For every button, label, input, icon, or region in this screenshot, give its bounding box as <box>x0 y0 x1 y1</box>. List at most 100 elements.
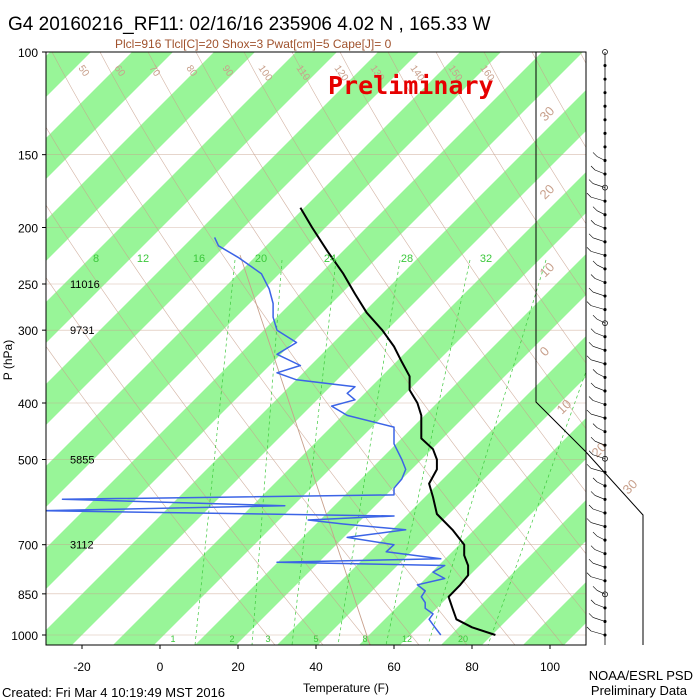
dry-adiabat-line <box>579 52 586 64</box>
wind-barb-flag <box>592 586 598 591</box>
wind-barb <box>594 386 606 392</box>
dry-adiabat-line <box>46 126 420 645</box>
mixing-ratio-line <box>251 259 283 645</box>
x-tick-label: 80 <box>465 660 479 674</box>
wind-barb-point <box>603 64 607 68</box>
wind-barb-point <box>602 184 608 191</box>
dry-adiabat-line <box>46 204 372 645</box>
mixing-ratio-line <box>291 259 337 645</box>
wind-barb-flag <box>592 423 598 428</box>
isotherm-stripe <box>523 582 586 645</box>
wind-barb <box>596 535 606 541</box>
isotherm-stripe <box>46 52 255 261</box>
y-tick-label: 500 <box>18 453 38 467</box>
mixing-ratio-label: 5 <box>313 634 318 644</box>
wind-barb <box>592 183 606 188</box>
y-tick-label: 700 <box>18 539 38 553</box>
height-label: 5855 <box>70 454 94 466</box>
wind-barb-flag <box>590 220 596 225</box>
wind-barb-flag <box>586 464 592 469</box>
wind-barb-flag <box>590 382 596 388</box>
wind-barb-flag <box>592 206 598 211</box>
wind-barb <box>592 345 606 351</box>
isotherm-stripe <box>46 52 583 589</box>
dry-adiabat-line <box>99 52 516 645</box>
isotherm-stripe <box>46 52 173 179</box>
wind-barb <box>592 400 606 405</box>
wind-barb-flag <box>586 247 592 252</box>
dry-adiabat-line <box>531 52 586 148</box>
wind-barb-flag <box>590 328 596 333</box>
mixing-ratio-label: 3 <box>265 634 270 644</box>
y-tick-label: 300 <box>18 324 38 338</box>
wind-barb-flag <box>586 626 592 632</box>
wind-barb <box>590 413 606 419</box>
wind-barb-flag <box>586 409 592 415</box>
wind-barb <box>594 332 606 337</box>
created-timestamp: Created: Fri Mar 4 10:19:49 MST 2016 <box>2 685 225 700</box>
y-tick-label: 250 <box>18 278 38 292</box>
isotherm-stripe <box>46 52 337 343</box>
wind-barb-point <box>603 118 607 122</box>
wind-barb-flag <box>588 450 594 455</box>
wind-barb-flag <box>592 314 598 320</box>
wind-barb-flag <box>588 179 594 184</box>
mixing-ratio-label: 2 <box>229 634 234 644</box>
wind-barb <box>596 481 606 487</box>
isotherm-stripe <box>46 90 586 645</box>
wind-barb <box>596 427 606 432</box>
x-tick-label: 20 <box>231 660 245 674</box>
wind-barb-point <box>603 104 607 108</box>
wind-barb-point <box>603 131 607 135</box>
x-tick-label: 100 <box>540 660 560 674</box>
isobar-lines <box>46 51 586 636</box>
isotherm-stripe <box>441 500 586 645</box>
wind-barb-point <box>603 77 607 81</box>
wind-barb <box>594 223 606 229</box>
mixing-ratio-label: 1 <box>170 634 175 644</box>
mixing-ratio-lines <box>194 259 586 645</box>
isotherm-stripe <box>570 0 700 680</box>
dry-adiabat-line <box>483 52 586 225</box>
isotherm-stripe <box>46 52 419 425</box>
y-tick-label: 150 <box>18 149 38 163</box>
mixing-ratio-label: 28 <box>401 253 413 265</box>
wind-barb-point <box>603 91 607 95</box>
y-tick-label: 400 <box>18 397 38 411</box>
wind-barb-flag <box>592 477 598 483</box>
wind-barb <box>596 590 606 595</box>
dry-adiabat-line <box>147 52 564 645</box>
preliminary-watermark: Preliminary <box>328 71 494 100</box>
mixing-ratio-label: 12 <box>402 634 412 644</box>
wind-barb <box>592 237 606 243</box>
wind-barb <box>594 603 606 609</box>
org-label: NOAA/ESRL PSD <box>589 668 693 683</box>
y-tick-label: 200 <box>18 222 38 236</box>
wind-barb <box>592 508 606 514</box>
x-axis-label: Temperature (F) <box>303 681 389 695</box>
mixing-ratio-label: 20 <box>458 634 468 644</box>
wind-barb-flag <box>592 260 598 266</box>
barb-panel-outline <box>535 52 644 645</box>
mixing-ratio-label: 20 <box>255 253 267 265</box>
height-label: 11016 <box>70 279 100 291</box>
wind-barb-flag <box>588 396 594 401</box>
wind-barb-flag <box>588 504 594 510</box>
height-label: 9731 <box>70 325 94 337</box>
dry-adiabat-line <box>435 52 586 296</box>
mixing-ratio-line <box>427 259 547 645</box>
y-tick-label: 850 <box>18 588 38 602</box>
temperature-profile <box>299 207 496 636</box>
wind-barb <box>596 210 606 215</box>
wind-barb <box>592 291 606 297</box>
wind-barb <box>592 562 606 568</box>
wind-barb-flag <box>588 287 594 293</box>
y-tick-label: 100 <box>18 46 38 60</box>
wind-barb <box>590 251 606 256</box>
wind-barb-flag <box>592 152 598 157</box>
axes: -20 0 20 40 60 80 100 100 150 200 250 300 400 500 700 8… <box>11 46 560 674</box>
wind-barb <box>596 264 606 270</box>
wind-barb-flag <box>592 531 598 537</box>
wind-barb-flag <box>586 355 592 361</box>
chart-title: G4 20160216_RF11: 02/16/16 235906 4.02 N… <box>8 14 490 35</box>
